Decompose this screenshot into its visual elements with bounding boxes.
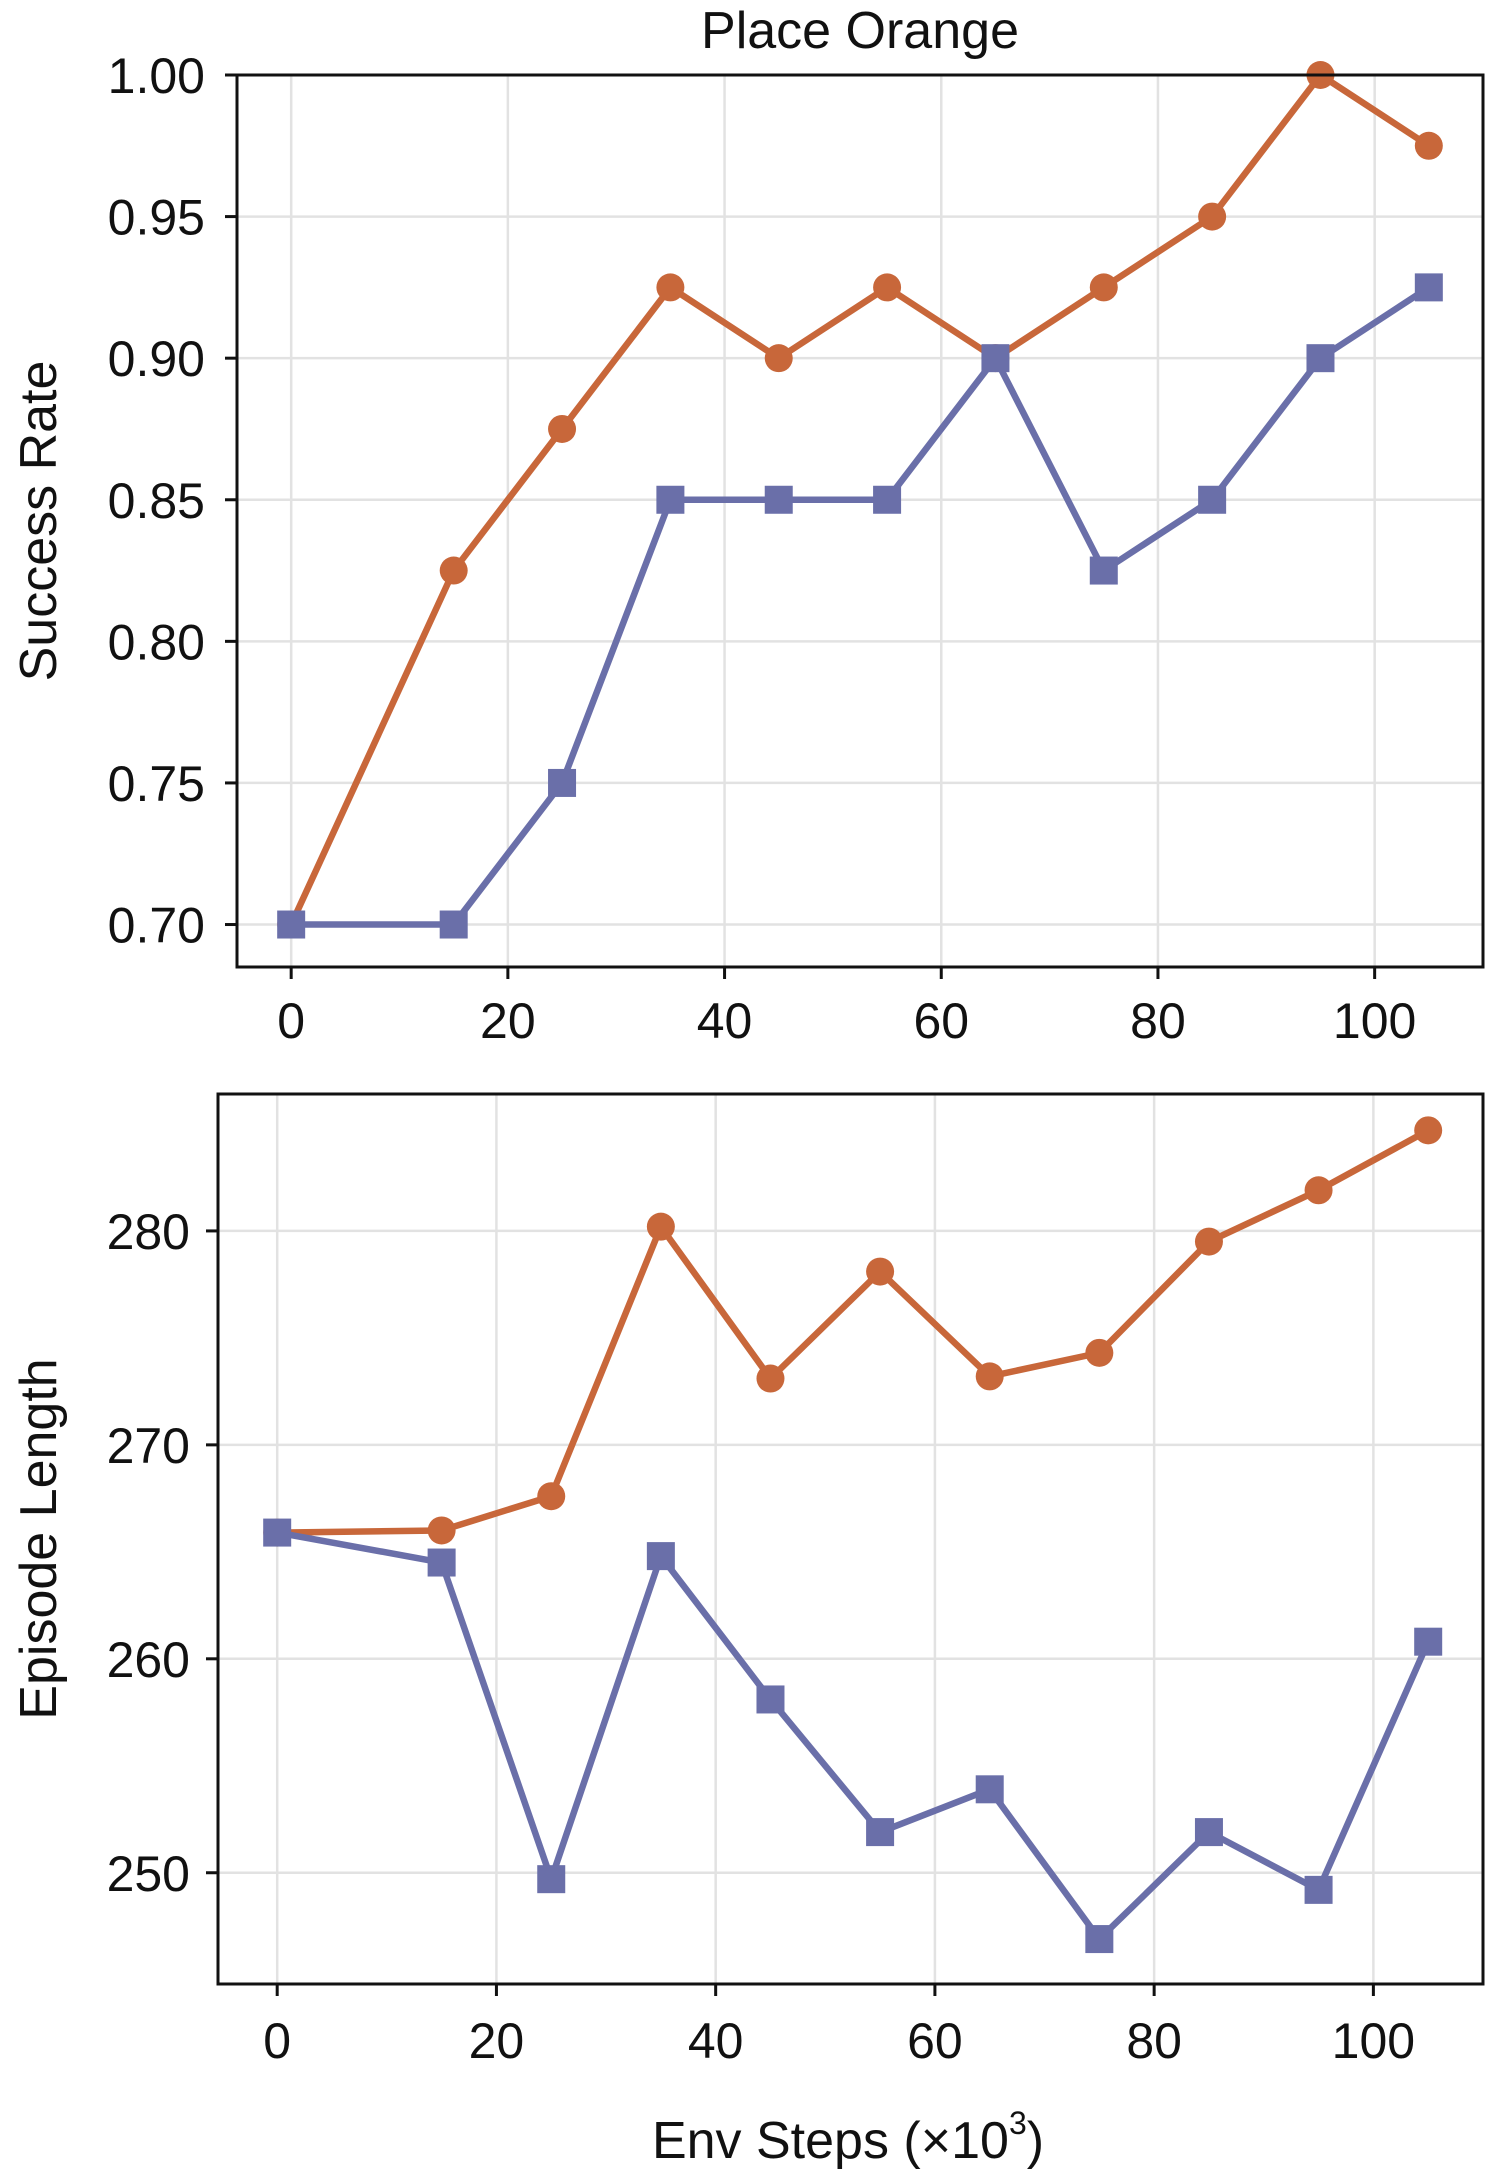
data-point-square bbox=[277, 910, 306, 939]
y-tick-label: 280 bbox=[107, 1204, 190, 1260]
x-tick-label: 80 bbox=[1130, 993, 1186, 1049]
panel-success-rate: 0 20 40 60 80 100 0.70 0.75 0.80 0.85 0.90 0.95 1.00… bbox=[10, 2, 1485, 1049]
panel-episode-length: 0 20 40 60 80 100 250 260 270 280 Episode Length bbox=[10, 1092, 1485, 2069]
data-point-square bbox=[1414, 273, 1443, 302]
series-line-blue bbox=[273, 1529, 1432, 1943]
x-axis-title-close: ) bbox=[1027, 2112, 1044, 2170]
y-tick-label: 0.85 bbox=[108, 473, 205, 529]
data-point-square bbox=[439, 910, 468, 939]
data-point-square bbox=[646, 1542, 675, 1571]
y-axis-title: Episode Length bbox=[10, 1358, 68, 1719]
data-point-square bbox=[263, 1518, 292, 1547]
x-tick-label: 40 bbox=[688, 2013, 744, 2069]
data-point-circle bbox=[1414, 1116, 1443, 1145]
y-tick-label: 0.95 bbox=[108, 190, 205, 246]
data-point-square bbox=[764, 485, 793, 514]
data-point-square bbox=[1304, 1875, 1333, 1904]
data-point-circle bbox=[1304, 1176, 1333, 1205]
data-point-circle bbox=[1089, 273, 1118, 302]
y-axis-title: Success Rate bbox=[10, 361, 68, 682]
series-line-orange bbox=[273, 1127, 1432, 1536]
data-point-square bbox=[1085, 1925, 1114, 1954]
x-tick-label: 0 bbox=[263, 2013, 291, 2069]
y-tick-label: 0.75 bbox=[108, 756, 205, 812]
data-point-circle bbox=[1414, 131, 1443, 160]
data-point-circle bbox=[866, 1257, 895, 1286]
y-tick-label: 0.70 bbox=[108, 898, 205, 954]
x-tick-label: 100 bbox=[1332, 2013, 1415, 2069]
plot-title: Place Orange bbox=[701, 2, 1019, 60]
data-point-square bbox=[981, 344, 1010, 373]
data-point-square bbox=[866, 1818, 895, 1847]
plot-frame bbox=[235, 73, 1485, 969]
data-point-circle bbox=[439, 556, 468, 585]
data-point-square bbox=[975, 1775, 1004, 1804]
data-point-circle bbox=[756, 1364, 785, 1393]
y-tick-label: 1.00 bbox=[108, 48, 205, 104]
y-tick-label: 250 bbox=[107, 1846, 190, 1902]
plot-frame bbox=[216, 1092, 1485, 1986]
data-point-square bbox=[1198, 485, 1227, 514]
data-point-circle bbox=[656, 273, 685, 302]
data-point-circle bbox=[427, 1516, 456, 1545]
data-point-square bbox=[1306, 344, 1335, 373]
data-point-circle bbox=[537, 1482, 566, 1511]
x-axis-title: Env Steps (×103) bbox=[652, 2105, 1044, 2170]
y-tick-label: 0.90 bbox=[108, 331, 205, 387]
data-point-circle bbox=[975, 1362, 1004, 1391]
data-point-square bbox=[873, 485, 902, 514]
x-axis-title-main: Env Steps (×10 bbox=[652, 2112, 1009, 2170]
data-point-square bbox=[1414, 1627, 1443, 1656]
y-tick-label: 0.80 bbox=[108, 614, 205, 670]
x-tick-label: 20 bbox=[469, 2013, 525, 2069]
series-line-blue bbox=[287, 284, 1433, 928]
data-point-circle bbox=[1194, 1227, 1223, 1256]
data-point-circle bbox=[1198, 202, 1227, 231]
data-point-square bbox=[537, 1865, 566, 1894]
data-point-square bbox=[656, 485, 685, 514]
data-point-square bbox=[1089, 556, 1118, 585]
x-tick-label: 80 bbox=[1126, 2013, 1182, 2069]
data-point-square bbox=[427, 1548, 456, 1577]
x-tick-label: 0 bbox=[277, 993, 305, 1049]
data-point-square bbox=[756, 1685, 785, 1714]
x-tick-label: 100 bbox=[1333, 993, 1416, 1049]
y-tick-label: 270 bbox=[107, 1418, 190, 1474]
data-point-circle bbox=[548, 414, 577, 443]
data-point-circle bbox=[873, 273, 902, 302]
x-tick-label: 60 bbox=[907, 2013, 963, 2069]
x-axis-title-exponent: 3 bbox=[1009, 2105, 1027, 2141]
y-tick-label: 260 bbox=[107, 1632, 190, 1688]
x-tick-label: 20 bbox=[480, 993, 536, 1049]
data-point-circle bbox=[1085, 1338, 1114, 1367]
data-point-circle bbox=[764, 344, 793, 373]
data-point-circle bbox=[646, 1212, 675, 1241]
x-tick-label: 40 bbox=[697, 993, 753, 1049]
data-point-square bbox=[1194, 1818, 1223, 1847]
x-tick-label: 60 bbox=[913, 993, 969, 1049]
data-point-square bbox=[548, 768, 577, 797]
